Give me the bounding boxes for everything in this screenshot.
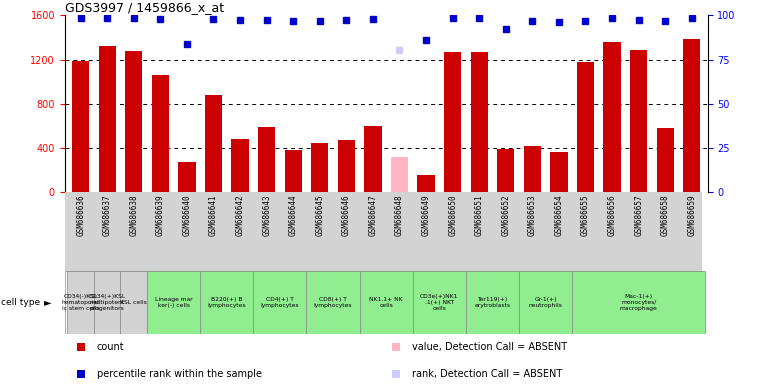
Bar bbox=[200, 271, 253, 334]
Text: Ter119(+)
erytroblasts: Ter119(+) erytroblasts bbox=[475, 297, 511, 308]
Bar bbox=[94, 271, 120, 334]
Text: GSM686638: GSM686638 bbox=[129, 194, 139, 236]
Text: GSM686636: GSM686636 bbox=[76, 194, 85, 236]
Text: GSM686651: GSM686651 bbox=[475, 194, 484, 236]
Bar bbox=[524, 146, 541, 192]
Text: cell type: cell type bbox=[1, 298, 40, 307]
Bar bbox=[72, 61, 89, 192]
Text: GSM686659: GSM686659 bbox=[687, 194, 696, 236]
Bar bbox=[365, 126, 381, 192]
Text: Gr-1(+)
neutrophils: Gr-1(+) neutrophils bbox=[529, 297, 562, 308]
Bar bbox=[657, 128, 673, 192]
Text: GSM686637: GSM686637 bbox=[103, 194, 112, 236]
Text: CD3e(+)NK1
.1(+) NKT
cells: CD3e(+)NK1 .1(+) NKT cells bbox=[420, 294, 459, 311]
Bar bbox=[99, 46, 116, 192]
Bar bbox=[470, 52, 488, 192]
Text: percentile rank within the sample: percentile rank within the sample bbox=[97, 369, 262, 379]
Text: GSM686653: GSM686653 bbox=[528, 194, 537, 236]
Bar bbox=[683, 38, 700, 192]
Bar bbox=[577, 62, 594, 192]
Text: GSM686654: GSM686654 bbox=[555, 194, 563, 236]
Bar bbox=[444, 52, 461, 192]
Bar bbox=[418, 175, 435, 192]
Bar bbox=[497, 149, 514, 192]
Bar bbox=[603, 42, 621, 192]
Bar bbox=[231, 139, 249, 192]
Bar bbox=[572, 271, 705, 334]
Bar bbox=[519, 271, 572, 334]
Bar bbox=[285, 150, 302, 192]
Bar bbox=[338, 140, 355, 192]
Text: rank, Detection Call = ABSENT: rank, Detection Call = ABSENT bbox=[412, 369, 562, 379]
Text: GSM686652: GSM686652 bbox=[501, 194, 511, 236]
Text: GSM686657: GSM686657 bbox=[634, 194, 643, 236]
Text: GSM686646: GSM686646 bbox=[342, 194, 351, 236]
Text: KSL cells: KSL cells bbox=[120, 300, 147, 305]
Text: Lineage mar
ker(-) cells: Lineage mar ker(-) cells bbox=[154, 297, 193, 308]
Bar bbox=[307, 271, 360, 334]
Bar bbox=[253, 271, 307, 334]
Text: GDS3997 / 1459866_x_at: GDS3997 / 1459866_x_at bbox=[65, 1, 224, 14]
Text: value, Detection Call = ABSENT: value, Detection Call = ABSENT bbox=[412, 341, 567, 352]
Bar bbox=[178, 162, 196, 192]
Text: GSM686643: GSM686643 bbox=[262, 194, 271, 236]
Bar bbox=[550, 152, 568, 192]
Text: GSM686639: GSM686639 bbox=[156, 194, 165, 236]
Text: GSM686647: GSM686647 bbox=[368, 194, 377, 236]
Text: GSM686642: GSM686642 bbox=[236, 194, 244, 236]
Bar bbox=[630, 50, 648, 192]
Bar bbox=[412, 271, 466, 334]
Bar bbox=[466, 271, 519, 334]
Text: CD4(+) T
lymphocytes: CD4(+) T lymphocytes bbox=[261, 297, 299, 308]
Bar bbox=[205, 95, 222, 192]
Text: Mac-1(+)
monocytes/
macrophage: Mac-1(+) monocytes/ macrophage bbox=[619, 294, 658, 311]
Bar bbox=[151, 75, 169, 192]
Text: GSM686655: GSM686655 bbox=[581, 194, 590, 236]
Text: CD34(-)KSL
hematopoiet
ic stem cells: CD34(-)KSL hematopoiet ic stem cells bbox=[62, 294, 100, 311]
Bar bbox=[67, 271, 94, 334]
Text: CD8(+) T
lymphocytes: CD8(+) T lymphocytes bbox=[314, 297, 352, 308]
Text: GSM686645: GSM686645 bbox=[315, 194, 324, 236]
Bar bbox=[120, 271, 147, 334]
Text: GSM686658: GSM686658 bbox=[661, 194, 670, 236]
Text: GSM686644: GSM686644 bbox=[288, 194, 298, 236]
Bar bbox=[125, 51, 142, 192]
Text: B220(+) B
lymphocytes: B220(+) B lymphocytes bbox=[208, 297, 246, 308]
Text: GSM686648: GSM686648 bbox=[395, 194, 404, 236]
Text: count: count bbox=[97, 341, 125, 352]
Text: GSM686650: GSM686650 bbox=[448, 194, 457, 236]
Bar bbox=[311, 144, 329, 192]
Text: NK1.1+ NK
cells: NK1.1+ NK cells bbox=[369, 297, 403, 308]
Bar bbox=[391, 157, 408, 192]
Text: GSM686641: GSM686641 bbox=[209, 194, 218, 236]
Bar bbox=[360, 271, 412, 334]
Text: GSM686649: GSM686649 bbox=[422, 194, 431, 236]
Text: GSM686656: GSM686656 bbox=[607, 194, 616, 236]
Text: CD34(+)KSL
multipotent
progenitors: CD34(+)KSL multipotent progenitors bbox=[88, 294, 126, 311]
Text: GSM686640: GSM686640 bbox=[183, 194, 192, 236]
Bar bbox=[147, 271, 200, 334]
Bar bbox=[258, 127, 275, 192]
Text: ►: ► bbox=[44, 297, 52, 307]
